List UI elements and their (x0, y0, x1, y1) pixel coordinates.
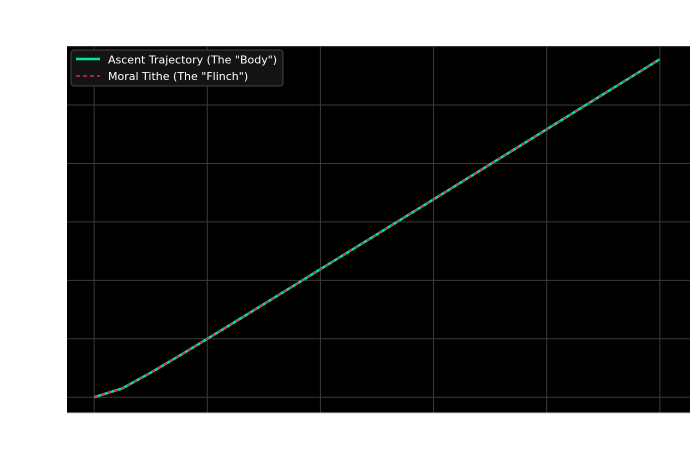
series-line-1 (93, 58, 661, 398)
legend: Ascent Trajectory (The "Body") Moral Tit… (70, 49, 284, 87)
legend-box (70, 49, 284, 87)
legend-label-moral: Moral Tithe (The "Flinch") (108, 70, 248, 83)
legend-label-ascent: Ascent Trajectory (The "Body") (108, 54, 277, 67)
plot-area (67, 46, 690, 413)
